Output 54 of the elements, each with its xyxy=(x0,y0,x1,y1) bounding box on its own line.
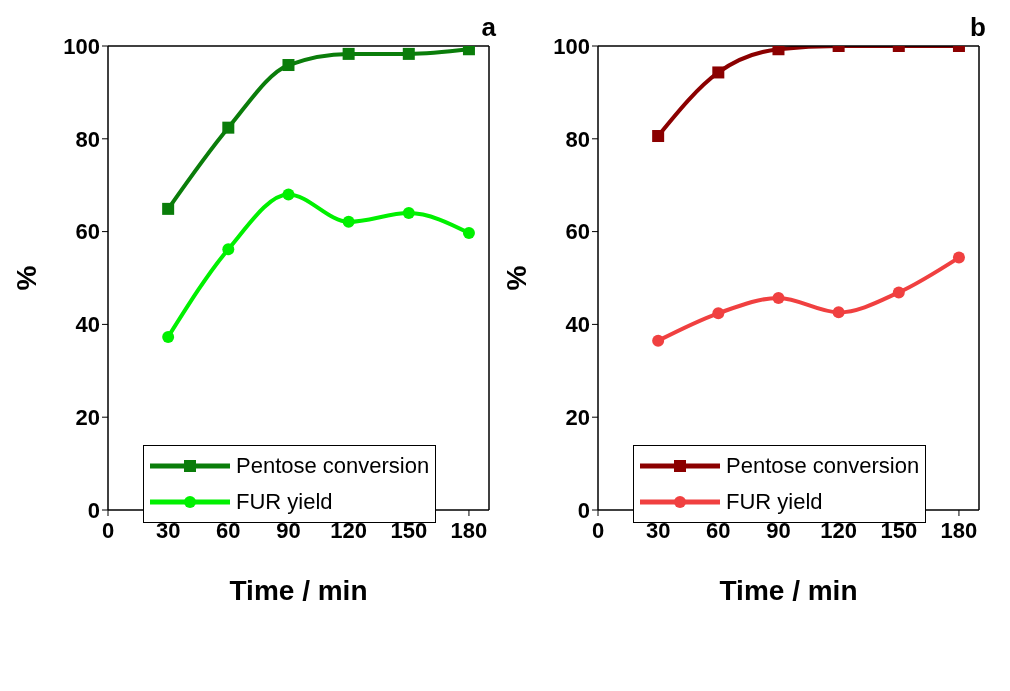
y-axis-title: % xyxy=(500,265,532,291)
chart-title: b xyxy=(970,12,986,43)
point xyxy=(772,291,785,304)
legend-label: Pentose conversion xyxy=(726,453,920,479)
point xyxy=(162,202,175,215)
x-tick-label: 30 xyxy=(155,517,181,543)
point xyxy=(402,207,415,220)
point xyxy=(402,47,415,60)
point xyxy=(282,188,295,201)
y-tick-label: 40 xyxy=(75,312,100,338)
legend-label: FUR yield xyxy=(726,489,823,515)
x-axis-title: Time / min xyxy=(229,575,368,606)
x-tick-label: 180 xyxy=(940,517,978,543)
point xyxy=(462,46,475,56)
y-tick-label: 80 xyxy=(75,126,100,152)
point xyxy=(162,330,175,343)
point xyxy=(892,286,905,299)
x-tick-label: 30 xyxy=(645,517,671,543)
x-tick-label: 60 xyxy=(216,517,241,543)
y-tick-label: 60 xyxy=(565,219,590,245)
point xyxy=(652,334,665,347)
point xyxy=(832,306,845,319)
point xyxy=(772,46,785,56)
x-tick-label: 180 xyxy=(450,517,488,543)
point xyxy=(712,307,725,320)
y-tick-label: 20 xyxy=(75,405,100,431)
y-tick-label: 40 xyxy=(565,312,590,338)
point xyxy=(952,251,965,264)
x-tick-label: 120 xyxy=(330,517,367,543)
point xyxy=(282,59,295,72)
y-tick-label: 60 xyxy=(75,219,100,245)
x-tick-label: 90 xyxy=(766,517,791,543)
point xyxy=(222,243,235,256)
y-tick-label: 100 xyxy=(63,33,100,59)
point xyxy=(222,121,235,134)
y-axis-title: % xyxy=(10,265,42,291)
x-tick-label: 60 xyxy=(706,517,731,543)
x-tick-label: 150 xyxy=(390,517,428,543)
x-tick-label: 150 xyxy=(880,517,918,543)
y-tick-label: 100 xyxy=(553,33,590,59)
x-tick-label: 120 xyxy=(820,517,857,543)
x-tick-label: 90 xyxy=(276,517,301,543)
chart-title: a xyxy=(481,12,496,43)
legend-label: Pentose conversion xyxy=(236,453,430,479)
y-tick-label: 20 xyxy=(565,405,590,431)
x-axis-title: Time / min xyxy=(719,575,858,606)
point xyxy=(342,47,355,60)
legend-label: FUR yield xyxy=(236,489,333,515)
point xyxy=(342,215,355,228)
y-tick-label: 0 xyxy=(87,497,100,523)
point xyxy=(652,130,665,143)
point xyxy=(462,226,475,239)
y-tick-label: 0 xyxy=(577,497,590,523)
y-tick-label: 80 xyxy=(565,126,590,152)
